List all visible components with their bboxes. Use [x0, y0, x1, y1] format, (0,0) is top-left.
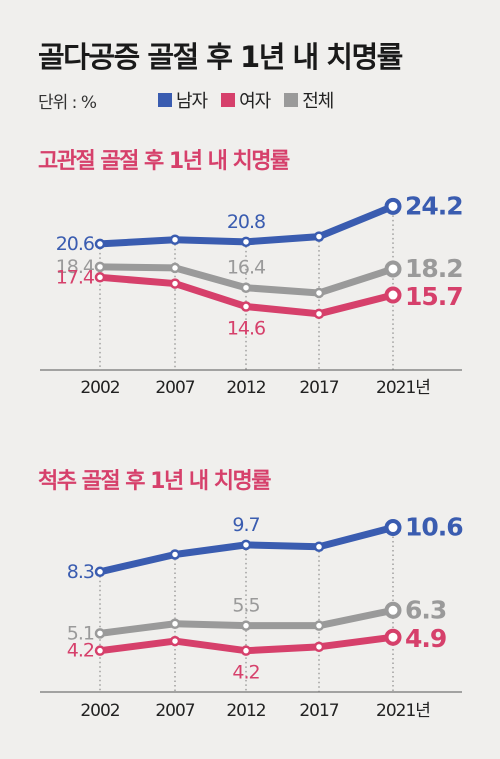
- hip-point-male: [384, 197, 402, 215]
- hip-point-female: [313, 308, 325, 320]
- spine-data-label-male: 9.7: [232, 514, 259, 536]
- spine-x-tick-label: 2007: [155, 701, 194, 721]
- spine-point-male: [240, 539, 252, 551]
- hip-data-label-male: 24.2: [405, 191, 463, 220]
- spine-point-male: [169, 549, 181, 560]
- spine-x-tick-label: 2017: [299, 701, 338, 721]
- legend-item-male: 남자: [158, 87, 208, 113]
- hip-point-male: [94, 238, 106, 250]
- spine-point-female: [169, 635, 181, 647]
- hip-x-tick-label: 2012: [226, 378, 265, 398]
- hip-data-label-total: 16.4: [227, 257, 266, 279]
- hip-point-total: [313, 287, 325, 299]
- hip-point-total: [240, 282, 252, 293]
- spine-x-tick-label: 2002: [80, 701, 119, 721]
- spine-data-label-total: 5.5: [232, 595, 259, 617]
- hip-point-total: [169, 262, 181, 274]
- spine-data-label-female: 4.2: [232, 662, 259, 684]
- spine-point-total: [169, 618, 181, 629]
- hip-data-label-female: 15.7: [405, 282, 463, 311]
- hip-point-male: [169, 234, 181, 245]
- spine-point-total: [240, 620, 252, 631]
- hip-data-label-total: 18.4: [56, 256, 95, 278]
- legend-swatch-total: [284, 93, 299, 107]
- unit-label: 단위 : %: [38, 93, 97, 113]
- hip-data-label-female: 17.4: [56, 266, 95, 288]
- spine-point-female: [384, 628, 402, 646]
- spine-x-tick-label: 2012: [226, 701, 265, 721]
- hip-point-total: [384, 260, 402, 278]
- hip-chart-title: 고관절 골절 후 1년 내 치명률: [38, 149, 290, 174]
- spine-point-total: [384, 601, 402, 619]
- spine-point-female: [94, 645, 106, 656]
- hip-x-tick-label: 2002: [80, 378, 119, 398]
- hip-point-female: [169, 278, 181, 289]
- hip-data-label-total: 18.2: [405, 254, 463, 283]
- spine-point-total: [313, 620, 325, 631]
- spine-point-total: [94, 628, 106, 639]
- spine-point-male: [384, 519, 402, 537]
- hip-x-tick-label: 2017: [299, 378, 338, 398]
- hip-point-female: [240, 301, 252, 312]
- page-title: 골다공증 골절 후 1년 내 치명률: [38, 40, 403, 74]
- legend-item-total: 전체: [284, 87, 334, 113]
- spine-point-female: [313, 641, 325, 653]
- spine-point-male: [94, 566, 106, 578]
- legend-label-female: 여자: [239, 91, 271, 112]
- legend-swatch-female: [221, 93, 236, 107]
- spine-data-label-female: 4.2: [67, 640, 94, 662]
- hip-data-label-male: 20.8: [227, 211, 265, 233]
- hip-data-label-female: 14.6: [227, 318, 265, 340]
- hip-point-male: [240, 236, 252, 248]
- legend-label-total: 전체: [302, 91, 334, 112]
- spine-data-label-total: 6.3: [405, 595, 446, 624]
- spine-data-label-female: 4.9: [405, 624, 446, 653]
- legend-swatch-male: [158, 93, 172, 107]
- spine-data-label-total: 5.1: [67, 622, 94, 644]
- spine-chart-title: 척추 골절 후 1년 내 치명률: [38, 469, 271, 494]
- hip-point-total: [94, 261, 106, 273]
- hip-data-label-male: 20.6: [56, 233, 94, 255]
- legend: 남자 여자 전체: [158, 87, 334, 113]
- spine-data-label-male: 10.6: [405, 513, 463, 542]
- spine-point-male: [313, 541, 325, 553]
- hip-x-tick-label: 2021년: [376, 378, 430, 398]
- spine-x-tick-label: 2021년: [376, 701, 430, 721]
- spine-data-label-male: 8.3: [67, 561, 94, 583]
- legend-label-male: 남자: [176, 91, 208, 112]
- hip-point-male: [313, 231, 325, 242]
- hip-point-female: [384, 286, 402, 304]
- hip-point-female: [94, 272, 106, 283]
- hip-x-tick-label: 2007: [155, 378, 194, 398]
- spine-point-female: [240, 645, 252, 656]
- legend-item-female: 여자: [221, 87, 271, 113]
